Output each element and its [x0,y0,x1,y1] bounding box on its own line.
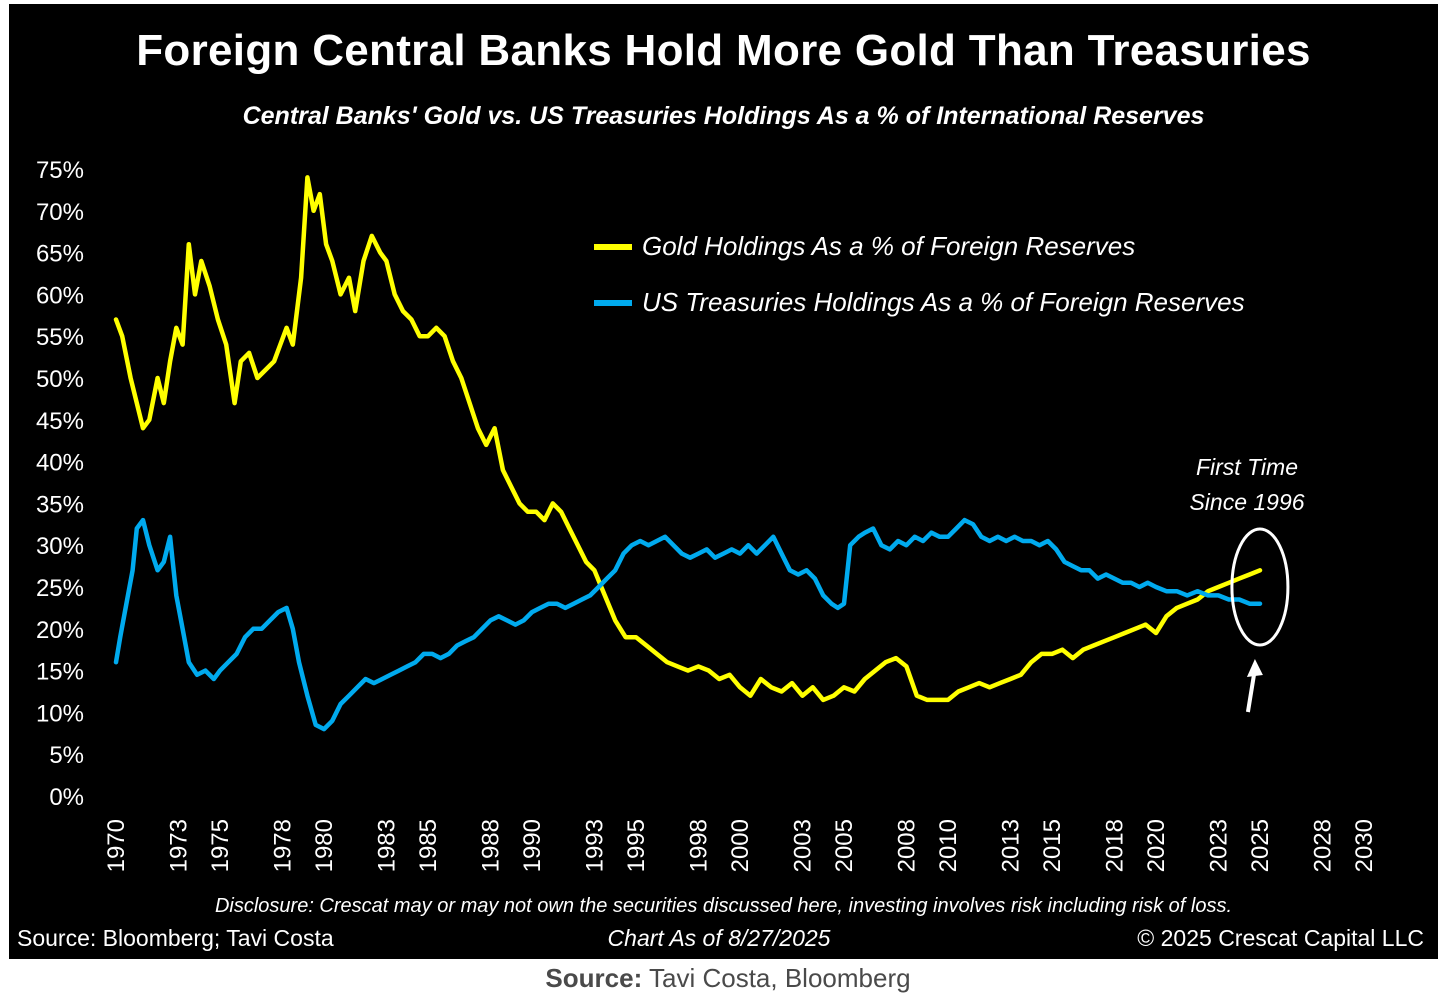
x-tick-label: 2003 [789,819,816,872]
x-tick-label: 2020 [1143,819,1170,872]
image-caption: Source: Tavi Costa, Bloomberg [0,963,1456,994]
annotation-arrow-head [1246,659,1263,677]
annotation-layer [1230,527,1290,713]
chart-panel: 0% 5% 10% 15% 20% 25% 30% 35% 40% 45% 50% 55% 60% 65%… [9,4,1438,959]
legend-item-treasuries: US Treasuries Holdings As a % of Foreign… [594,287,1245,318]
x-tick-label: 2030 [1351,819,1378,872]
annotation-arrow-shaft [1245,668,1257,713]
y-tick-label: 55% [36,324,84,351]
x-tick-label: 2013 [997,819,1024,872]
x-tick-label: 1993 [581,819,608,872]
copyright: © 2025 Crescat Capital LLC [1137,925,1424,951]
disclosure-text: Disclosure: Crescat may or may not own t… [214,895,1233,917]
x-axis-ticks: 1970 1973 1975 1978 1980 1983 1985 1988 1990 1993… [103,819,1378,872]
x-tick-label: 2010 [935,819,962,872]
legend-item-gold: Gold Holdings As a % of Foreign Reserves [594,231,1135,262]
y-tick-label: 70% [36,199,84,226]
x-tick-label: 2000 [727,819,754,872]
chart-title: Foreign Central Banks Hold More Gold Tha… [136,26,1311,75]
x-tick-label: 2018 [1101,819,1128,872]
legend-label-gold: Gold Holdings As a % of Foreign Reserves [642,231,1136,261]
x-tick-label: 2028 [1309,819,1336,872]
annotation-line-2: Since 1996 [1189,489,1305,515]
annotation-ellipse [1230,527,1290,647]
x-tick-label: 1990 [519,819,546,872]
caption-label: Source: [545,963,643,993]
y-tick-label: 45% [36,408,84,435]
y-tick-label: 65% [36,241,84,268]
y-tick-label: 50% [36,366,84,393]
x-tick-label: 1980 [311,819,338,872]
x-tick-label: 1970 [103,819,130,872]
legend-swatch-gold [594,243,632,250]
y-tick-label: 5% [49,742,84,769]
legend-swatch-treasuries [594,299,632,306]
annotation-line-1: First Time [1195,454,1298,480]
x-tick-label: 2023 [1205,819,1232,872]
chart-date: Chart As of 8/27/2025 [607,925,831,951]
y-tick-label: 0% [49,784,84,811]
legend-label-treasuries: US Treasuries Holdings As a % of Foreign… [642,287,1245,317]
x-tick-label: 1978 [269,819,296,872]
series-line-treasuries [113,517,1263,732]
chart-plot: 0% 5% 10% 15% 20% 25% 30% 35% 40% 45% 50% 55% 60% 65%… [36,157,1378,872]
caption-text: Tavi Costa, Bloomberg [649,963,911,993]
y-tick-label: 75% [36,157,84,184]
x-tick-label: 2005 [831,819,858,872]
y-tick-label: 15% [36,659,84,686]
x-tick-label: 1973 [165,819,192,872]
chart-source: Source: Bloomberg; Tavi Costa [17,925,334,951]
y-tick-label: 60% [36,282,84,309]
x-tick-label: 1988 [477,819,504,872]
y-tick-label: 30% [36,533,84,560]
y-tick-label: 35% [36,491,84,518]
series-layer [113,175,1263,732]
y-tick-label: 25% [36,575,84,602]
x-tick-label: 1983 [373,819,400,872]
x-tick-label: 2025 [1247,819,1274,872]
y-axis-ticks: 0% 5% 10% 15% 20% 25% 30% 35% 40% 45% 50% 55% 60% 65%… [36,157,84,811]
y-tick-label: 20% [36,617,84,644]
y-tick-label: 40% [36,450,84,477]
x-tick-label: 1985 [415,819,442,872]
x-tick-label: 2008 [893,819,920,872]
chart-subtitle: Central Banks' Gold vs. US Treasuries Ho… [242,102,1205,130]
y-tick-label: 10% [36,700,84,727]
x-tick-label: 1998 [685,819,712,872]
x-tick-label: 1995 [623,819,650,872]
x-tick-label: 1975 [207,819,234,872]
x-tick-label: 2015 [1039,819,1066,872]
